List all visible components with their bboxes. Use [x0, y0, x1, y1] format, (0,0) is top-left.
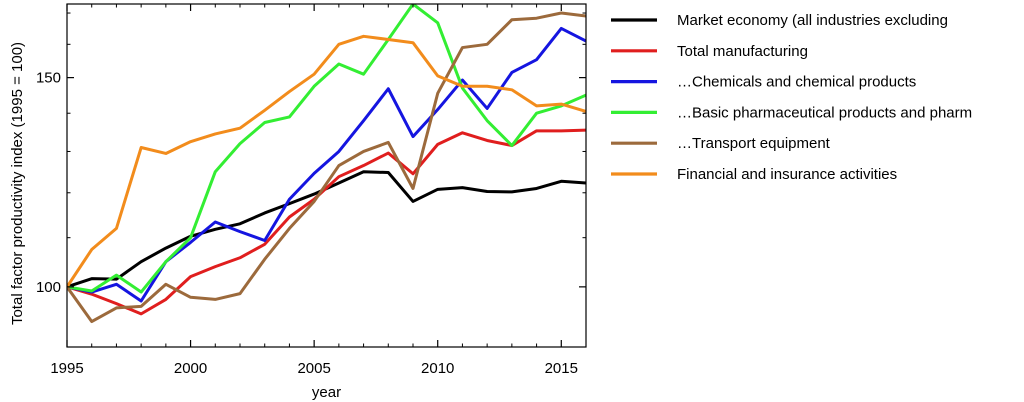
axes: 1995 2000 2005 2010 2015 100 150 year Total fact…	[9, 3, 587, 401]
legend-label: …Chemicals and chemical products	[677, 74, 916, 91]
x-tick-label: 2015	[545, 360, 578, 377]
legend-entry: …Transport equipment	[611, 135, 831, 152]
legend-entry: Financial and insurance activities	[611, 166, 897, 183]
legend-entry: Total manufacturing	[611, 43, 808, 60]
legend-label: …Basic pharmaceutical products and pharm	[677, 104, 972, 121]
x-tick-label: 1995	[50, 360, 83, 377]
x-tick-label: 2005	[297, 360, 330, 377]
series-line-3	[67, 26, 586, 303]
legend-entry: …Basic pharmaceutical products and pharm	[611, 104, 972, 121]
legend-label: Market economy (all industries excluding	[677, 12, 948, 29]
series-line-6	[67, 34, 586, 289]
legend: Market economy (all industries excluding…	[611, 12, 972, 183]
series-line-2	[67, 128, 586, 316]
legend-label: …Transport equipment	[677, 135, 831, 152]
x-axis-title: year	[312, 384, 341, 401]
legend-entry: …Chemicals and chemical products	[611, 74, 916, 91]
legend-label: Financial and insurance activities	[677, 166, 897, 183]
x-tick-label: 2010	[421, 360, 454, 377]
plot-frame	[66, 3, 587, 348]
legend-entry: Market economy (all industries excluding	[611, 12, 948, 29]
series-line-5	[67, 11, 586, 324]
x-tick-label: 2000	[174, 360, 207, 377]
y-tick-label: 100	[36, 279, 61, 296]
plot-area	[67, 4, 586, 324]
legend-label: Total manufacturing	[677, 43, 808, 60]
y-axis-title: Total factor productivity index (1995 = …	[9, 42, 26, 325]
series-line-4	[67, 4, 586, 294]
y-tick-label: 150	[36, 70, 61, 87]
